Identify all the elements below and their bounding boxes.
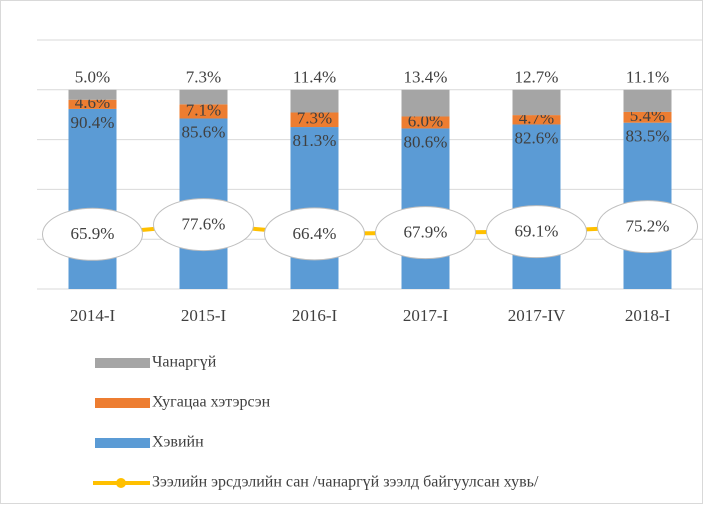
- bar-segment: [401, 89, 450, 117]
- bar-segment: [512, 115, 561, 125]
- legend-label: Хугацаа хэтэрсэн: [152, 394, 271, 411]
- data-label: 82.6%: [515, 128, 559, 147]
- data-label: 85.6%: [182, 122, 226, 141]
- legend-swatch: [95, 398, 150, 408]
- bar-segment: [290, 89, 339, 113]
- data-label: 75.2%: [626, 216, 670, 235]
- x-tick-label: 2017-IV: [508, 306, 566, 325]
- x-tick-label: 2018-I: [625, 306, 671, 325]
- data-label: 5.0%: [75, 68, 110, 87]
- data-label: 65.9%: [71, 224, 115, 243]
- x-tick-label: 2015-I: [181, 306, 227, 325]
- bar-segment: [68, 108, 117, 289]
- data-label: 13.4%: [404, 68, 448, 87]
- label-bubble: [486, 205, 587, 259]
- data-label: 90.4%: [71, 113, 115, 132]
- x-tick-label: 2014-I: [70, 306, 116, 325]
- label-bubble: [42, 207, 143, 261]
- bar-segment: [623, 89, 672, 112]
- legend-swatch: [95, 358, 150, 368]
- data-label: 7.3%: [186, 68, 221, 87]
- legend-swatch: [95, 438, 150, 448]
- legend-marker: [116, 478, 126, 488]
- legend-label: Чанаргүй: [152, 354, 217, 371]
- label-bubble: [375, 206, 476, 260]
- data-label: 66.4%: [293, 224, 337, 243]
- legend-label: Хэвийн: [152, 434, 204, 451]
- bar-segment: [179, 89, 228, 105]
- data-label: 81.3%: [293, 131, 337, 150]
- data-label: 11.4%: [293, 68, 336, 87]
- bar-segment: [290, 112, 339, 128]
- data-label: 69.1%: [515, 222, 559, 241]
- bar-segment: [512, 89, 561, 116]
- data-label: 12.7%: [515, 68, 559, 87]
- x-tick-label: 2016-I: [292, 306, 338, 325]
- bar-segment: [401, 116, 450, 129]
- bar-segment: [68, 99, 117, 109]
- bar-segment: [179, 104, 228, 119]
- label-bubble: [153, 198, 254, 252]
- data-label: 80.6%: [404, 132, 448, 151]
- bar-segment: [623, 111, 672, 123]
- legend-label: Зээлийн эрсдэлийн сан /чанаргүй зээлд ба…: [152, 474, 539, 491]
- x-tick-label: 2017-I: [403, 306, 449, 325]
- data-label: 7.1%: [186, 100, 221, 119]
- data-label: 11.1%: [626, 68, 669, 87]
- legend: Чанаргүй Хугацаа хэтэрсэн Хэвийн Зээлийн эр…: [93, 354, 539, 491]
- data-label: 77.6%: [182, 214, 226, 233]
- label-bubble: [264, 207, 365, 261]
- data-label: 83.5%: [626, 127, 670, 146]
- data-label: 7.3%: [297, 109, 332, 128]
- label-bubble: [597, 200, 698, 254]
- data-label: 67.9%: [404, 223, 448, 242]
- bar-segment: [68, 89, 117, 100]
